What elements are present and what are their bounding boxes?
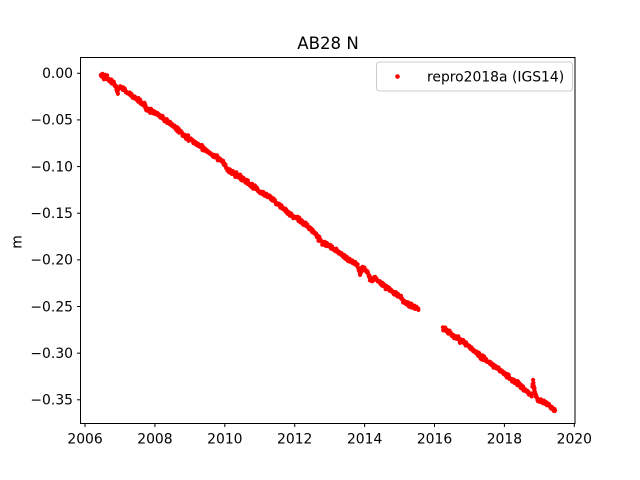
legend-entry-label: repro2018a (IGS14) <box>427 70 564 86</box>
axes: 2006 2008 2010 2012 2014 2016 2018 2020 0.00 −0.0… <box>30 57 592 448</box>
plot-border <box>80 57 576 424</box>
scatter-points <box>98 71 558 414</box>
x-tick-label: 2020 <box>557 432 592 448</box>
y-tick-label: 0.00 <box>42 66 73 82</box>
x-tick-label: 2018 <box>487 432 522 448</box>
legend-frame <box>376 61 573 92</box>
x-tick-label: 2012 <box>277 432 312 448</box>
y-tick-label: −0.30 <box>30 346 73 362</box>
x-tick-label: 2006 <box>67 432 102 448</box>
y-tick-label: −0.20 <box>30 253 73 269</box>
y-tick-label: −0.15 <box>30 206 73 222</box>
y-tick-label: −0.10 <box>30 159 73 175</box>
y-tick-label: −0.25 <box>30 299 73 315</box>
y-axis-label: m <box>10 235 26 249</box>
y-tick-label: −0.35 <box>30 393 73 409</box>
legend-marker-dot-icon <box>395 74 400 79</box>
y-tick-label: −0.05 <box>30 113 73 129</box>
legend: repro2018a (IGS14) <box>376 61 573 92</box>
x-tick-label: 2010 <box>207 432 242 448</box>
x-tick-label: 2008 <box>137 432 172 448</box>
x-tick-label: 2014 <box>347 432 383 448</box>
x-tick-label: 2016 <box>417 432 452 448</box>
plot-area <box>98 71 558 414</box>
chart-title: AB28 N <box>297 34 359 53</box>
